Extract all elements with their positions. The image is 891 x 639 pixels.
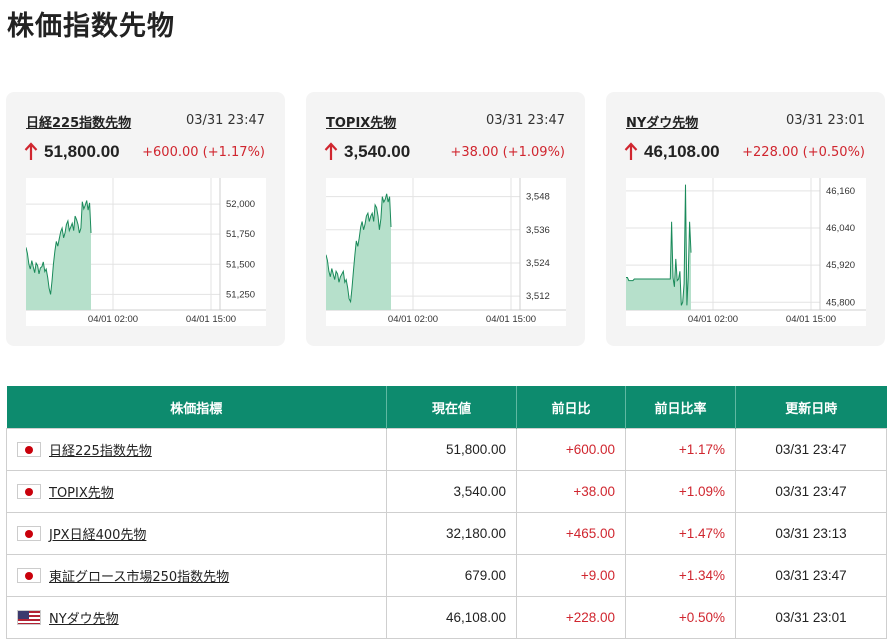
y-tick-label: 46,040 <box>826 223 855 234</box>
col-header-change-pct: 前日比率 <box>625 386 736 429</box>
x-tick-label: 04/01 02:00 <box>388 314 438 325</box>
table-row: 東証グロース市場250指数先物 679.00 +9.00 +1.34% 03/3… <box>6 554 887 597</box>
japan-flag-icon <box>17 526 41 541</box>
price-line <box>626 184 692 306</box>
col-header-change: 前日比 <box>516 386 626 429</box>
y-tick-label: 3,524 <box>526 258 550 269</box>
index-name-link[interactable]: NYダウ先物 <box>49 612 119 627</box>
change-pct-cell: +0.50% <box>625 596 736 639</box>
card-change: +38.00 (+1.09%) <box>450 145 565 160</box>
futures-card-topix: TOPIX先物 03/31 23:47 3,540.00 +38.00 (+1.… <box>306 92 585 346</box>
price-cell: 51,800.00 <box>386 428 517 471</box>
up-arrow-icon <box>24 142 38 160</box>
x-tick-label: 04/01 15:00 <box>786 314 836 325</box>
price-area <box>26 200 91 310</box>
y-tick-label: 3,548 <box>526 192 550 203</box>
y-tick-label: 51,750 <box>226 229 255 240</box>
price-cell: 679.00 <box>386 554 517 597</box>
x-tick-label: 04/01 02:00 <box>88 314 138 325</box>
updated-cell: 03/31 23:47 <box>735 470 887 513</box>
index-futures-table: 株価指標 現在値 前日比 前日比率 更新日時 日経225指数先物 51,800.… <box>6 386 887 639</box>
japan-flag-icon <box>17 442 41 457</box>
change-cell: +465.00 <box>516 512 626 555</box>
price-cell: 3,540.00 <box>386 470 517 513</box>
index-name-link[interactable]: 日経225指数先物 <box>49 444 152 459</box>
page-title: 株価指数先物 <box>7 11 175 42</box>
x-tick-label: 04/01 02:00 <box>688 314 738 325</box>
price-chart-svg: 3,548 3,536 3,524 3,512 04/01 02:00 04/01 15:… <box>326 178 566 325</box>
updated-cell: 03/31 23:01 <box>735 596 887 639</box>
price-chart: 46,160 46,040 45,920 45,800 04/01 02:00 04/01… <box>626 178 866 326</box>
table-header-row: 株価指標 現在値 前日比 前日比率 更新日時 <box>6 386 887 429</box>
japan-flag-icon <box>17 568 41 583</box>
card-price: 3,540.00 <box>344 142 411 161</box>
japan-flag-icon <box>17 484 41 499</box>
up-arrow-icon <box>324 142 338 160</box>
price-chart-svg: 52,000 51,750 51,500 51,250 04/01 02:00 04/01… <box>26 178 266 325</box>
index-name-link[interactable]: 東証グロース市場250指数先物 <box>49 570 230 585</box>
futures-card-nikkei225: 日経225指数先物 03/31 23:47 51,800.00 +600.00 … <box>6 92 285 346</box>
price-chart-svg: 46,160 46,040 45,920 45,800 04/01 02:00 04/01… <box>626 178 866 325</box>
price-line <box>26 200 92 295</box>
col-header-updated: 更新日時 <box>735 386 887 429</box>
y-tick-label: 52,000 <box>226 199 255 210</box>
card-title-link[interactable]: 日経225指数先物 <box>26 116 132 131</box>
price-cell: 46,108.00 <box>386 596 517 639</box>
price-cell: 32,180.00 <box>386 512 517 555</box>
table-row: TOPIX先物 3,540.00 +38.00 +1.09% 03/31 23:… <box>6 470 887 513</box>
change-cell: +600.00 <box>516 428 626 471</box>
change-cell: +9.00 <box>516 554 626 597</box>
card-title-link[interactable]: TOPIX先物 <box>326 116 397 131</box>
updated-cell: 03/31 23:13 <box>735 512 887 555</box>
change-pct-cell: +1.17% <box>625 428 736 471</box>
index-name-link[interactable]: TOPIX先物 <box>49 486 114 501</box>
card-timestamp: 03/31 23:47 <box>185 113 265 128</box>
price-area <box>326 193 391 310</box>
x-tick-label: 04/01 15:00 <box>186 314 236 325</box>
change-cell: +228.00 <box>516 596 626 639</box>
card-change: +228.00 (+0.50%) <box>742 145 865 160</box>
x-tick-label: 04/01 15:00 <box>486 314 536 325</box>
y-tick-label: 3,512 <box>526 291 550 302</box>
price-area <box>626 184 691 310</box>
change-pct-cell: +1.34% <box>625 554 736 597</box>
price-line <box>326 193 392 304</box>
card-timestamp: 03/31 23:47 <box>485 113 565 128</box>
y-tick-label: 51,250 <box>226 289 255 300</box>
y-tick-label: 45,920 <box>826 260 855 271</box>
change-pct-cell: +1.47% <box>625 512 736 555</box>
table-row: 日経225指数先物 51,800.00 +600.00 +1.17% 03/31… <box>6 428 887 471</box>
futures-card-nydow: NYダウ先物 03/31 23:01 46,108.00 +228.00 (+0… <box>606 92 885 346</box>
card-change: +600.00 (+1.17%) <box>142 145 265 160</box>
y-tick-label: 45,800 <box>826 297 855 308</box>
card-price: 46,108.00 <box>644 142 720 161</box>
change-cell: +38.00 <box>516 470 626 513</box>
price-chart: 3,548 3,536 3,524 3,512 04/01 02:00 04/01 15:… <box>326 178 566 326</box>
change-pct-cell: +1.09% <box>625 470 736 513</box>
y-tick-label: 3,536 <box>526 225 550 236</box>
card-price: 51,800.00 <box>44 142 120 161</box>
y-tick-label: 46,160 <box>826 186 855 197</box>
index-name-link[interactable]: JPX日経400先物 <box>49 528 147 543</box>
updated-cell: 03/31 23:47 <box>735 554 887 597</box>
updated-cell: 03/31 23:47 <box>735 428 887 471</box>
up-arrow-icon <box>624 142 638 160</box>
table-row: JPX日経400先物 32,180.00 +465.00 +1.47% 03/3… <box>6 512 887 555</box>
y-tick-label: 51,500 <box>226 259 255 270</box>
card-timestamp: 03/31 23:01 <box>785 113 865 128</box>
us-flag-icon <box>17 610 41 625</box>
table-row: NYダウ先物 46,108.00 +228.00 +0.50% 03/31 23… <box>6 596 887 639</box>
price-chart: 52,000 51,750 51,500 51,250 04/01 02:00 04/01… <box>26 178 266 326</box>
card-title-link[interactable]: NYダウ先物 <box>626 116 699 131</box>
col-header-price: 現在値 <box>386 386 517 429</box>
col-header-index: 株価指標 <box>6 386 387 429</box>
